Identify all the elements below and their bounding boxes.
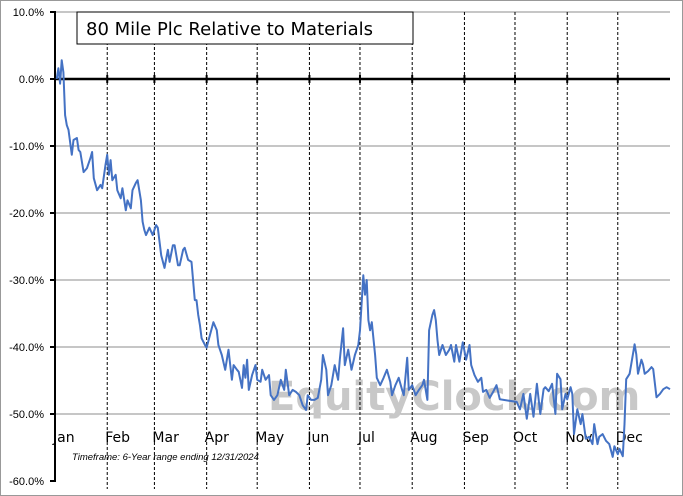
chart-title: 80 Mile Plc Relative to Materials <box>86 19 373 40</box>
month-label: Jan <box>52 430 75 446</box>
y-tick-labels: 10.0% 0.0% -10.0% -20.0% -30.0% -40.0% -50.0% -… <box>9 7 44 488</box>
y-tick-label: -40.0% <box>9 342 44 354</box>
month-label: Apr <box>205 430 229 446</box>
month-label: Jul <box>357 430 375 446</box>
month-label: Mar <box>152 430 179 446</box>
month-label: Dec <box>616 430 643 446</box>
title-box: 80 Mile Plc Relative to Materials <box>76 11 414 45</box>
y-tick-label: -20.0% <box>9 208 44 220</box>
y-tick-label: 10.0% <box>13 7 44 19</box>
month-lines: Jan Feb Mar Apr May Jun Jul Aug Sep Oct Nov Dec <box>52 12 643 489</box>
month-label: Aug <box>410 430 437 446</box>
axes <box>50 11 670 482</box>
gridlines <box>55 11 670 415</box>
y-tick-label: -60.0% <box>9 476 44 488</box>
y-tick-label: -10.0% <box>9 141 44 153</box>
month-label: May <box>255 430 284 446</box>
month-label: Feb <box>105 430 130 446</box>
y-tick-label: 0.0% <box>19 74 44 86</box>
month-label: Sep <box>462 430 489 446</box>
timeframe-note: Timeframe: 6-Year range ending 12/31/202… <box>72 452 259 463</box>
y-tick-label: -50.0% <box>9 409 44 421</box>
month-label: Oct <box>513 430 538 446</box>
y-tick-label: -30.0% <box>9 275 44 287</box>
series-line <box>55 59 671 458</box>
watermark: EquityClock.com <box>268 374 640 420</box>
month-label: Jun <box>306 430 329 446</box>
